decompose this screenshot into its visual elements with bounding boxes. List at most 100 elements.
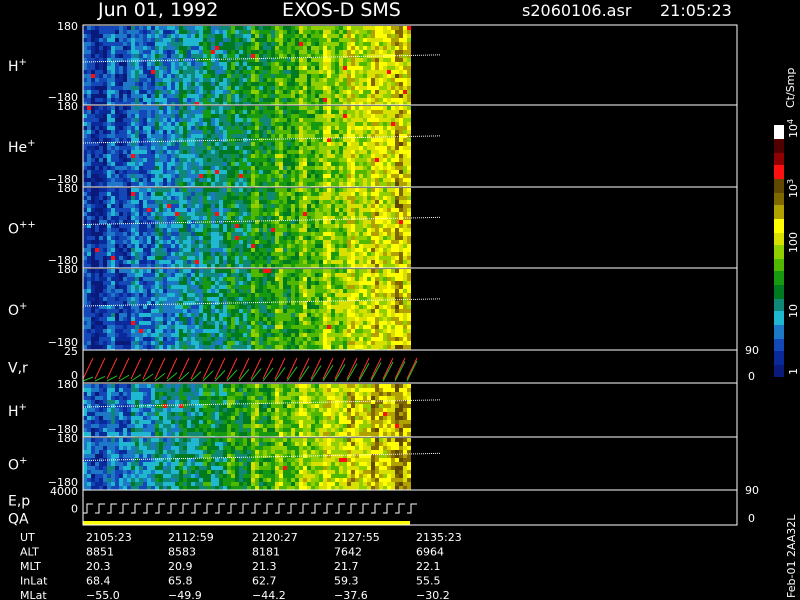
spectrogram-cell	[355, 50, 359, 54]
spectrogram-cell	[131, 252, 135, 256]
spectrogram-cell	[407, 110, 411, 114]
spectrogram-cell	[379, 78, 383, 82]
spectrogram-cell	[371, 142, 375, 146]
spectrogram-cell	[367, 102, 371, 105]
spectrogram-cell	[103, 26, 107, 30]
spectrogram-cell	[143, 46, 147, 50]
spectrogram-cell	[387, 236, 391, 240]
spectrogram-cell	[247, 200, 251, 204]
spectrogram-cell	[251, 58, 255, 62]
spectrogram-cell	[303, 248, 307, 252]
spectrogram-cell	[247, 256, 251, 260]
spectrogram-cell	[295, 260, 299, 264]
spectrogram-cell	[395, 46, 399, 50]
spectrogram-cell	[179, 138, 183, 142]
spectrogram-cell	[279, 58, 283, 62]
spectrogram-cell	[291, 30, 295, 34]
spectrogram-cell	[223, 90, 227, 94]
spectrogram-cell	[235, 216, 239, 220]
spectrogram-cell	[83, 220, 87, 224]
spectrogram-cell	[111, 74, 115, 78]
spectrogram-cell	[335, 54, 339, 58]
spectrogram-cell	[339, 256, 343, 260]
spectrogram-cell	[347, 98, 351, 102]
spectrogram-cell	[223, 170, 227, 174]
spectrogram-cell	[111, 154, 115, 158]
spectrogram-cell	[123, 54, 127, 58]
spectrogram-cell	[247, 34, 251, 38]
spectrogram-cell	[355, 240, 359, 244]
spectrogram-cell	[179, 118, 183, 122]
spectrogram-cell	[159, 122, 163, 126]
spectrogram-cell	[235, 78, 239, 82]
spectrogram-cell	[127, 118, 131, 122]
spectrogram-cell	[291, 252, 295, 256]
spectrogram-cell	[127, 236, 131, 240]
spectrogram-cell	[355, 224, 359, 228]
spectrogram-cell	[343, 78, 347, 82]
spectrogram-cell	[231, 256, 235, 260]
spectrogram-cell	[111, 174, 115, 178]
spectrogram-cell	[231, 30, 235, 34]
spectrogram-cell	[191, 236, 195, 240]
spectrogram-cell	[387, 102, 391, 105]
spectrogram-cell	[259, 166, 263, 170]
spectrogram-cell	[95, 224, 99, 228]
spectrogram-cell	[135, 264, 139, 268]
spectrogram-cell	[171, 94, 175, 98]
spectrogram-cell	[115, 50, 119, 54]
spectrogram-cell	[227, 50, 231, 54]
spectrogram-cell	[91, 114, 95, 118]
spectrogram-cell	[255, 54, 259, 58]
spectrogram-cell	[303, 102, 307, 105]
spectrogram-cell	[107, 200, 111, 204]
spectrogram-cell	[379, 142, 383, 146]
spectrogram-cell	[339, 126, 343, 130]
spectrogram-cell	[143, 34, 147, 38]
spectrogram-cell	[251, 86, 255, 90]
spectrogram-cell	[127, 86, 131, 90]
spectrogram-cell	[175, 260, 179, 264]
spectrogram-cell	[171, 178, 175, 182]
spectrogram-cell	[383, 46, 387, 50]
spectrogram-cell	[351, 42, 355, 46]
spectrogram-cell	[231, 62, 235, 66]
spectrogram-cell	[215, 66, 219, 70]
spectrogram-cell	[311, 74, 315, 78]
spectrogram-cell	[335, 260, 339, 264]
spectrogram-cell	[119, 50, 123, 54]
spectrogram-cell	[211, 208, 215, 212]
spectrogram-cell	[159, 224, 163, 228]
spectrogram-cell	[291, 162, 295, 166]
spectrogram-cell	[187, 38, 191, 42]
spectrogram-cell	[267, 30, 271, 34]
spectrogram-cell	[199, 122, 203, 126]
spectrogram-cell	[99, 220, 103, 224]
spectrogram-cell	[387, 106, 391, 110]
spectrogram-cell	[299, 38, 303, 42]
spectrogram-cell	[295, 98, 299, 102]
spectrogram-cell	[275, 208, 279, 212]
spectrogram-cell	[207, 244, 211, 248]
spectrogram-cell	[263, 244, 267, 248]
spectrogram-cell	[267, 122, 271, 126]
spectrogram-cell	[111, 192, 115, 196]
spectrogram-cell	[131, 114, 135, 118]
spectrogram-cell	[131, 58, 135, 62]
spectrogram-cell	[351, 158, 355, 162]
spectrogram-cell	[99, 256, 103, 260]
spectrogram-cell	[351, 220, 355, 224]
spectrogram-cell	[279, 264, 283, 268]
spectrogram-cell	[331, 174, 335, 178]
spectrogram-cell	[283, 74, 287, 78]
spectrogram-cell	[203, 192, 207, 196]
spectrogram-cell	[279, 196, 283, 200]
spectrogram-cell	[267, 110, 271, 114]
spectrogram-cell	[303, 236, 307, 240]
spectrogram-cell	[171, 142, 175, 146]
spectrogram-cell	[327, 98, 331, 102]
spectrogram-cell	[159, 264, 163, 268]
spectrogram-cell	[143, 138, 147, 142]
spectrogram-cell	[135, 150, 139, 154]
spectrogram-cell	[287, 182, 291, 186]
